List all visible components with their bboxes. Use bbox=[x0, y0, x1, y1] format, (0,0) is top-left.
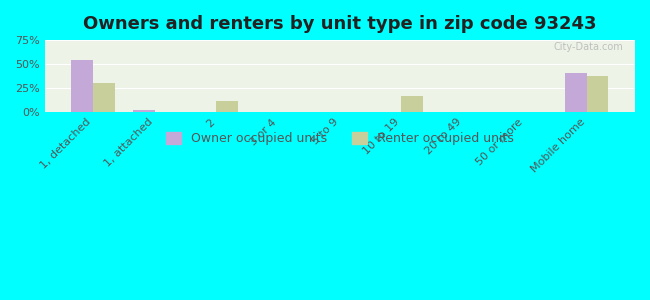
Bar bbox=[133, 110, 155, 112]
Text: City-Data.com: City-Data.com bbox=[553, 42, 623, 52]
Bar bbox=[93, 83, 114, 112]
Bar bbox=[565, 73, 586, 112]
Bar bbox=[402, 96, 423, 112]
Legend: Owner occupied units, Renter occupied units: Owner occupied units, Renter occupied un… bbox=[161, 128, 519, 150]
Title: Owners and renters by unit type in zip code 93243: Owners and renters by unit type in zip c… bbox=[83, 15, 597, 33]
Bar bbox=[72, 60, 93, 112]
Bar bbox=[586, 76, 608, 112]
Bar bbox=[216, 100, 238, 112]
